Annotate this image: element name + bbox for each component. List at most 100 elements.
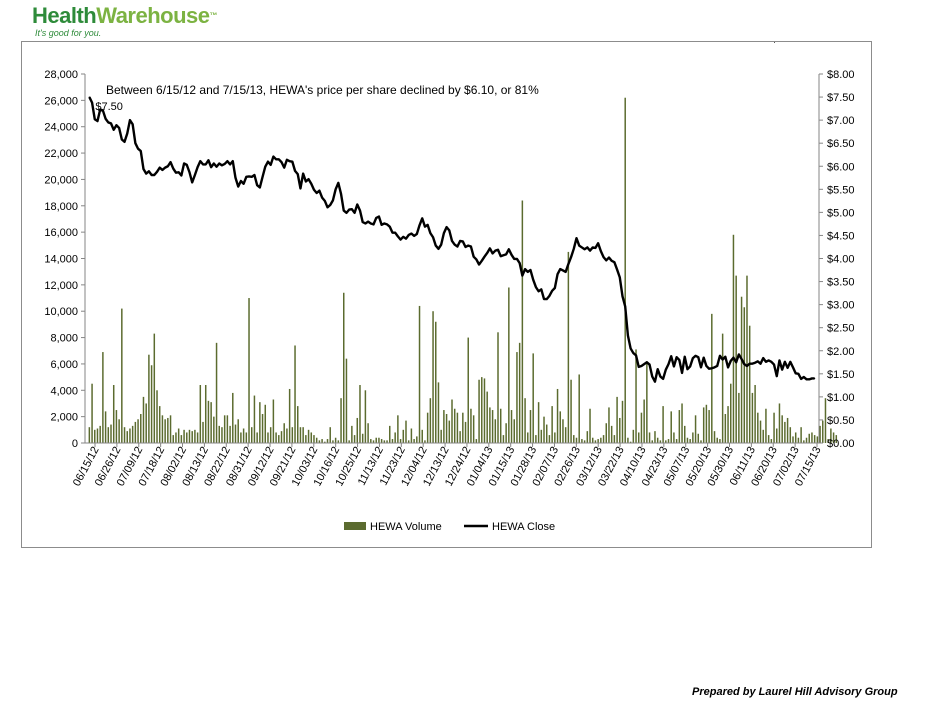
left-tick-label: 4,000	[50, 385, 78, 397]
close-price-point	[773, 363, 775, 366]
close-price-point	[481, 260, 483, 262]
volume-bar	[792, 436, 794, 443]
volume-bar	[608, 407, 610, 443]
close-price-point	[215, 166, 218, 168]
volume-bar	[654, 431, 656, 443]
close-price-point	[508, 248, 510, 250]
left-tick-label: 6,000	[50, 359, 78, 371]
volume-bar	[554, 432, 556, 443]
left-tick-label: 14,000	[44, 254, 78, 266]
close-price-point	[765, 361, 767, 363]
right-tick-label: $8.00	[827, 69, 855, 81]
volume-bar	[830, 428, 832, 443]
close-price-point	[665, 369, 667, 371]
volume-bar	[148, 354, 150, 443]
close-price-point	[416, 233, 418, 235]
close-price-point	[627, 334, 629, 337]
close-price-point	[194, 174, 196, 176]
close-price-line	[88, 96, 816, 383]
close-price-point	[186, 164, 188, 166]
volume-bar	[172, 435, 174, 443]
close-price-point	[440, 244, 442, 246]
volume-bar	[483, 378, 486, 443]
volume-bar	[288, 388, 291, 443]
volume-bar	[440, 429, 442, 443]
volume-bar	[600, 437, 602, 443]
volume-bar	[115, 410, 118, 443]
volume-bar	[489, 407, 491, 443]
volume-bar	[640, 412, 643, 443]
volume-bar	[183, 429, 185, 443]
volume-bar	[597, 439, 599, 443]
volume-bar	[502, 435, 505, 443]
volume-bar	[256, 432, 258, 443]
volume-bar	[516, 352, 518, 443]
health-warehouse-logo: HealthWarehouse™ It's good for you.	[32, 4, 218, 39]
close-price-point	[805, 378, 808, 380]
volume-bar	[299, 427, 302, 443]
close-price-point	[259, 186, 261, 189]
volume-bar	[156, 390, 158, 443]
volume-bar	[169, 415, 172, 443]
close-price-point	[297, 173, 299, 175]
close-price-point	[348, 209, 350, 211]
close-price-point	[197, 166, 199, 168]
volume-bar	[510, 410, 513, 443]
close-price-point	[329, 204, 331, 206]
close-price-point	[635, 354, 637, 356]
volume-bars	[88, 97, 838, 444]
volume-bar	[632, 429, 635, 443]
close-price-point	[727, 366, 729, 368]
volume-bar	[767, 435, 770, 443]
close-price-point	[797, 373, 800, 375]
volume-bar	[629, 441, 632, 443]
close-price-point	[724, 356, 726, 358]
volume-bar	[765, 408, 767, 443]
volume-bar	[591, 437, 594, 443]
close-price-point	[253, 174, 256, 176]
volume-bar	[361, 433, 364, 443]
volume-bar	[104, 411, 107, 443]
volume-bar	[351, 425, 353, 443]
volume-bar	[727, 406, 729, 443]
volume-bar	[283, 423, 285, 443]
volume-bar	[410, 428, 413, 443]
close-price-point	[624, 305, 626, 308]
volume-bar	[248, 298, 250, 443]
left-tick-label: 0	[72, 438, 78, 450]
close-price-point	[156, 171, 158, 173]
volume-bar	[621, 400, 624, 443]
volume-bar	[670, 411, 672, 443]
volume-bar	[594, 440, 597, 443]
close-price-point	[738, 353, 740, 356]
volume-bar	[204, 385, 207, 443]
close-price-point	[510, 254, 513, 256]
volume-bar	[757, 412, 759, 443]
volume-bar	[96, 428, 99, 443]
close-price-point	[500, 255, 502, 257]
volume-bar	[367, 423, 369, 443]
close-price-point	[164, 167, 166, 169]
close-price-point	[113, 129, 115, 131]
volume-bar	[407, 440, 410, 443]
close-price-point	[294, 170, 296, 172]
volume-bar	[275, 432, 277, 443]
volume-bar	[786, 417, 789, 443]
close-price-point	[732, 357, 735, 359]
volume-bar	[619, 417, 621, 443]
volume-bar	[746, 275, 748, 443]
volume-bar	[794, 432, 797, 443]
right-tick-label: $6.00	[827, 161, 855, 173]
close-price-point	[697, 356, 699, 358]
volume-bar	[556, 388, 559, 443]
close-price-point	[621, 295, 624, 297]
close-price-point	[551, 290, 553, 292]
volume-bar	[107, 427, 110, 443]
volume-bar	[675, 439, 678, 443]
volume-bar	[164, 419, 166, 443]
close-price-point	[372, 223, 375, 225]
volume-bar	[564, 427, 567, 443]
volume-bar	[491, 410, 494, 443]
close-price-point	[711, 367, 713, 369]
close-price-point	[521, 274, 523, 277]
